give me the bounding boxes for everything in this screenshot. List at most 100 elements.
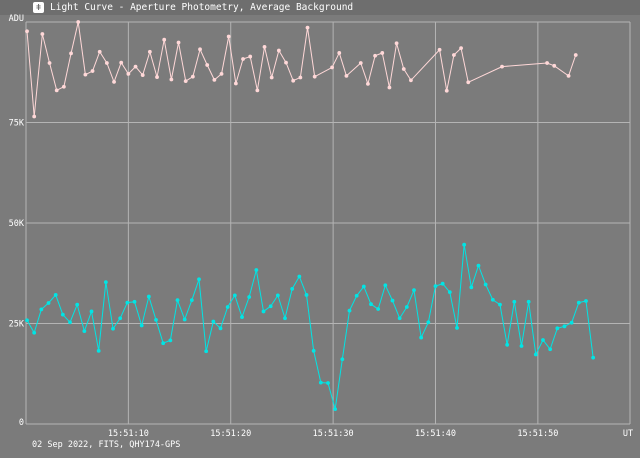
data-point	[269, 75, 274, 80]
data-point	[383, 283, 388, 288]
data-point	[25, 318, 29, 323]
series-1	[25, 242, 596, 412]
series-segment	[381, 52, 390, 88]
series-segment	[206, 64, 215, 81]
series-segment	[76, 304, 85, 332]
data-point	[46, 301, 51, 305]
data-point	[533, 352, 538, 357]
data-point	[47, 61, 52, 65]
data-point	[276, 48, 281, 53]
data-point	[366, 82, 370, 86]
data-point	[333, 407, 338, 412]
series-segment	[141, 296, 150, 326]
series-segment	[241, 296, 250, 318]
data-point	[254, 268, 259, 272]
data-point	[112, 79, 116, 84]
series-segment	[299, 27, 309, 78]
window-title: Light Curve - Aperture Photometry, Avera…	[50, 2, 354, 13]
series-segment	[341, 310, 350, 360]
data-point	[498, 302, 502, 307]
data-point	[344, 73, 349, 78]
series-segment	[249, 56, 258, 91]
data-point	[354, 293, 359, 298]
data-point	[419, 335, 424, 340]
data-point	[125, 300, 130, 305]
series-segment	[134, 301, 143, 326]
data-point	[326, 381, 330, 385]
series-segment	[307, 27, 316, 77]
series-segment	[413, 290, 422, 338]
series-segment	[49, 62, 58, 91]
data-point	[397, 316, 402, 321]
data-point	[147, 49, 152, 54]
data-point	[401, 67, 406, 71]
data-point	[444, 88, 449, 93]
data-point	[290, 287, 295, 291]
data-point	[103, 280, 108, 284]
data-point	[291, 78, 296, 83]
y-tick-label: ADU	[9, 14, 24, 24]
data-point	[298, 75, 303, 80]
series-segment	[169, 300, 179, 341]
series-segment	[41, 33, 51, 64]
data-point	[337, 51, 342, 55]
data-point	[139, 323, 144, 328]
series-segment	[396, 43, 405, 70]
data-point	[190, 74, 195, 79]
series-segment	[192, 49, 201, 77]
series-0	[25, 20, 578, 119]
data-point	[32, 330, 37, 335]
series-segment	[528, 301, 537, 355]
y-tick-label: 25K	[9, 320, 25, 330]
data-point	[118, 316, 123, 321]
data-point	[232, 293, 237, 298]
series-segment	[184, 300, 193, 320]
series-segment	[298, 276, 307, 296]
data-point	[212, 77, 217, 82]
data-point	[505, 342, 510, 347]
series-segment	[439, 49, 448, 91]
data-point	[297, 274, 302, 279]
series-segment	[392, 300, 401, 319]
series-segment	[264, 46, 273, 78]
series-segment	[278, 50, 287, 63]
x-tick-label: 15:51:10	[108, 429, 149, 439]
series-segment	[291, 276, 300, 290]
series-segment	[334, 359, 343, 410]
data-point	[69, 51, 73, 56]
x-tick-label: 15:51:20	[210, 429, 251, 439]
series-segment	[388, 43, 398, 88]
data-point	[90, 69, 95, 73]
data-point	[304, 293, 309, 297]
series-segment	[270, 295, 279, 307]
data-point	[268, 304, 273, 309]
data-point	[275, 293, 280, 298]
series-segment	[360, 62, 369, 85]
data-point	[197, 277, 201, 282]
data-point	[82, 329, 87, 334]
series-segment	[177, 300, 186, 320]
series-segment	[227, 295, 236, 308]
data-point	[591, 355, 596, 360]
data-point	[76, 20, 81, 24]
data-point	[462, 242, 467, 247]
series-segment	[356, 286, 365, 297]
series-segment	[26, 31, 35, 117]
series-segment	[535, 339, 544, 355]
series-segment	[33, 34, 43, 117]
data-point	[169, 77, 174, 82]
series-segment	[205, 321, 214, 352]
series-segment	[427, 286, 436, 323]
title-bar: ǂ Light Curve - Aperture Photometry, Ave…	[0, 0, 640, 15]
series-segment	[410, 49, 440, 81]
app-logo-icon[interactable]: ǂ	[33, 2, 44, 13]
series-segment	[456, 244, 465, 328]
data-point	[119, 60, 124, 65]
data-point	[32, 114, 37, 119]
data-point	[61, 84, 66, 89]
series-segment	[506, 301, 515, 345]
data-point	[347, 308, 352, 313]
data-point	[225, 305, 230, 309]
data-point	[466, 80, 471, 85]
data-point	[512, 299, 517, 304]
